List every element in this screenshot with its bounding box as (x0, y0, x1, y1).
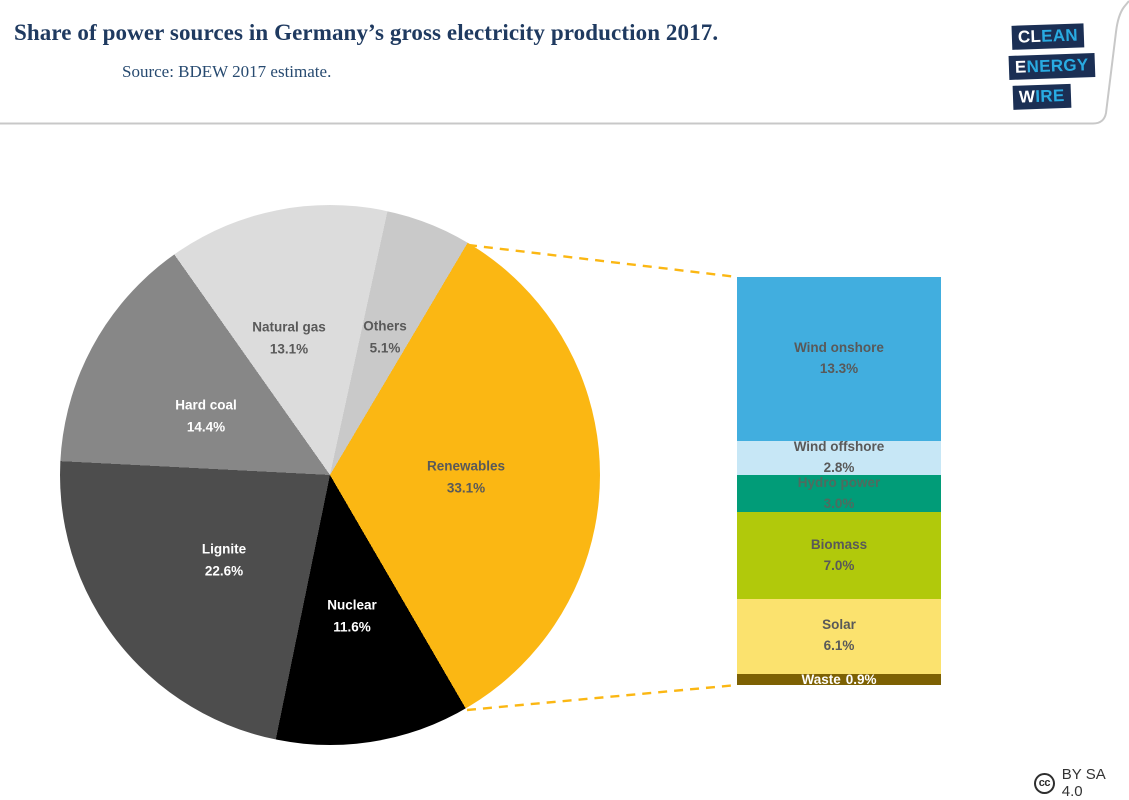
segment-value: 3.0% (823, 495, 855, 511)
logo-text: CL (1017, 26, 1042, 47)
pie-label-lignite: Lignite 22.6% (202, 539, 246, 584)
bar-segment-waste: Waste 0.9% (737, 671, 941, 687)
segment-name: Hydro power (797, 475, 881, 490)
renewables-breakdown-bar: Wind onshore 13.3% Wind offshore 2.8% Hy… (737, 277, 941, 687)
slice-value: 13.1% (269, 342, 309, 357)
cc-icon: cc (1034, 772, 1055, 794)
slice-name: Others (363, 318, 407, 334)
bar-segment-biomass: Biomass 7.0% (737, 512, 941, 599)
slice-value: 33.1% (446, 481, 486, 496)
slice-name: Lignite (201, 541, 247, 557)
segment-value: 6.1% (823, 638, 855, 654)
license-text: BY SA 4.0 (1061, 766, 1105, 800)
bar-segment-wind-onshore: Wind onshore 13.3% (737, 277, 941, 441)
logo-line-clean: CLEAN (1011, 23, 1085, 50)
slice-value: 22.6% (204, 564, 244, 579)
pie-label-renewables: Renewables 33.1% (427, 456, 505, 501)
segment-value: 13.3% (819, 360, 859, 376)
slice-name: Hard coal (175, 397, 237, 413)
pie-label-natural-gas: Natural gas 13.1% (252, 317, 326, 362)
pie-label-others: Others 5.1% (363, 316, 407, 361)
segment-value: 7.0% (823, 557, 855, 573)
bar-segment-hydro-power: Hydro power 3.0% (737, 475, 941, 513)
logo-text: NERGY (1026, 55, 1089, 77)
license-badge: cc BY SA 4.0 (1034, 766, 1129, 800)
segment-value: 0.9% (845, 671, 877, 687)
connector-line-bottom (466, 683, 738, 712)
segment-name: Waste (801, 671, 841, 687)
logo-text: IRE (1035, 86, 1065, 107)
slice-value: 14.4% (186, 420, 226, 435)
logo-text: E (1014, 57, 1027, 77)
slice-name: Renewables (426, 458, 506, 474)
slice-name: Nuclear (327, 597, 377, 613)
logo-line-wire: WIRE (1012, 83, 1072, 110)
segment-value: 2.8% (823, 460, 855, 476)
clean-energy-wire-logo: CLEAN ENERGY WIRE (1003, 16, 1126, 120)
logo-line-energy: ENERGY (1008, 52, 1095, 80)
pie-chart (60, 205, 600, 745)
logo-text: EAN (1040, 25, 1079, 46)
segment-name: Biomass (810, 536, 868, 552)
pie-label-hard-coal: Hard coal 14.4% (175, 395, 237, 440)
logo-text: W (1018, 87, 1036, 107)
source-note: Source: BDEW 2017 estimate. (122, 62, 332, 81)
slice-name: Natural gas (252, 319, 326, 335)
pie-label-nuclear: Nuclear 11.6% (327, 595, 377, 640)
slice-value: 5.1% (369, 341, 401, 356)
segment-name: Wind offshore (793, 439, 885, 455)
bar-segment-solar: Solar 6.1% (737, 598, 941, 674)
segment-name: Solar (822, 617, 856, 633)
page-title: Share of power sources in Germany’s gros… (14, 20, 719, 45)
bar-segment-wind-offshore: Wind offshore 2.8% (737, 439, 941, 476)
slice-value: 11.6% (333, 620, 371, 635)
segment-name: Wind onshore (794, 340, 884, 356)
